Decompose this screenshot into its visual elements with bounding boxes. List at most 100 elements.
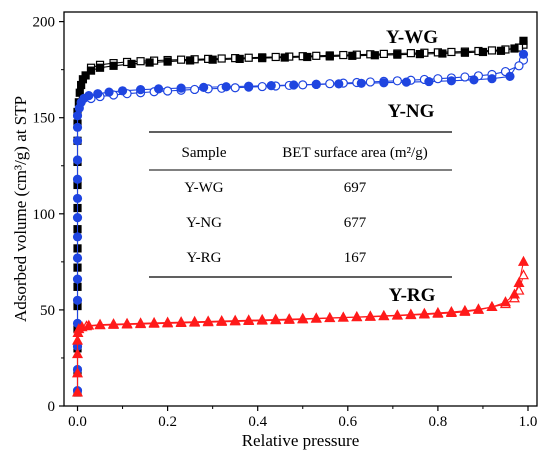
y-ng-adsorption-point: [176, 83, 186, 93]
y-rg-adsorption-point: [162, 316, 174, 327]
y-wg-desorption-point: [177, 55, 186, 64]
y-wg-adsorption-point: [235, 54, 244, 63]
y-ng-adsorption-point: [72, 295, 83, 305]
y-rg-adsorption-point: [405, 309, 417, 320]
x-axis-label: Relative pressure: [242, 431, 360, 450]
y-rg-adsorption-point: [297, 312, 309, 323]
plot-area-frame: [63, 11, 538, 407]
y-rg-adsorption-point: [72, 334, 84, 345]
y-ng-desorption-point: [190, 84, 200, 95]
y-rg-adsorption-point: [508, 288, 520, 299]
y-rg-adsorption-point: [121, 317, 133, 328]
table-cell-bet: 677: [344, 215, 367, 231]
y-tick-label: 50: [40, 303, 55, 319]
y-rg-label: Y-RG: [389, 285, 436, 306]
y-rg-adsorption-point: [445, 306, 457, 317]
y-wg-desorption-point: [406, 49, 415, 58]
x-tick-label: 0.0: [68, 414, 87, 430]
y-wg-desorption-point: [244, 53, 253, 62]
y-ng-adsorption-point: [401, 77, 411, 87]
y-rg-adsorption-point: [391, 309, 403, 320]
y-wg-adsorption-point: [109, 61, 118, 70]
y-wg-adsorption-point: [86, 66, 96, 75]
y-rg-desorption-point: [517, 269, 529, 280]
y-wg-adsorption-point: [519, 36, 528, 45]
y-ng-adsorption-line: [76, 53, 524, 391]
y-rg-adsorption-point: [499, 296, 511, 307]
y-ng-adsorption-point: [289, 80, 299, 90]
y-rg-adsorption-point: [135, 317, 147, 328]
y-ng-adsorption-point: [469, 75, 479, 85]
y-wg-adsorption-point: [510, 44, 519, 53]
y-tick-label: 200: [33, 15, 56, 31]
y-wg-adsorption-point: [348, 51, 357, 60]
y-rg-adsorption-point: [189, 315, 201, 326]
x-tick-label: 0.4: [248, 414, 267, 430]
y-rg-adsorption-point: [202, 315, 214, 326]
y-ng-adsorption-point: [356, 78, 366, 88]
y-wg-desorption-point: [339, 50, 348, 60]
y-ng-adsorption-point: [334, 79, 344, 89]
y-ng-adsorption-point: [72, 174, 83, 184]
table-cell-sample: Y-RG: [186, 250, 221, 266]
y-ng-adsorption-point: [266, 81, 276, 91]
y-ng-desorption-point: [230, 83, 240, 93]
y-rg-adsorption-point: [364, 310, 376, 321]
y-rg-adsorption-point: [94, 318, 106, 329]
y-rg-adsorption-point: [283, 313, 295, 324]
y-rg-adsorption-point: [418, 308, 430, 319]
y-ng-adsorption-point: [84, 91, 94, 101]
y-wg-adsorption-point: [280, 53, 289, 62]
y-rg-adsorption-point: [148, 316, 160, 327]
y-rg-adsorption-point: [486, 300, 498, 312]
y-rg-adsorption-point: [378, 310, 390, 321]
x-tick-label: 1.0: [519, 414, 538, 430]
y-ng-adsorption-point: [311, 79, 321, 90]
table-cell-bet: 167: [344, 250, 367, 266]
y-rg-adsorption-point: [270, 313, 282, 324]
y-tick-label: 150: [33, 111, 56, 127]
y-ng-adsorption-point: [505, 71, 515, 81]
y-rg-adsorption-point: [517, 255, 529, 266]
y-ng-adsorption-point: [72, 193, 83, 204]
y-wg-desorption-point: [487, 46, 497, 55]
y-rg-adsorption-point: [83, 319, 95, 330]
y-wg-adsorption-point: [75, 88, 84, 97]
y-rg-adsorption-point: [108, 318, 120, 329]
y-ng-desorption-point: [392, 76, 402, 86]
y-wg-adsorption-point: [393, 50, 402, 59]
y-wg-adsorption-point: [81, 71, 90, 80]
y-tick-label: 0: [48, 399, 56, 415]
y-ng-desorption-point: [163, 86, 173, 96]
x-tick-label: 0.6: [338, 414, 357, 430]
y-wg-adsorption-point: [496, 46, 506, 55]
y-wg-adsorption-point: [438, 49, 447, 58]
y-ng-adsorption-point: [104, 87, 114, 97]
y-rg-adsorption-point: [175, 316, 187, 327]
y-ng-adsorption-point: [518, 49, 529, 59]
y-rg-adsorption-point: [243, 314, 255, 325]
y-rg-adsorption-point: [513, 276, 525, 287]
y-ng-desorption-point: [298, 80, 308, 90]
y-axis-label: Adsorbed volume (cm³/g) at STP: [11, 96, 30, 322]
y-ng-label: Y-NG: [388, 101, 435, 122]
y-rg-adsorption-point: [324, 311, 336, 322]
y-rg-adsorption-point: [459, 305, 471, 316]
y-ng-desorption-point: [433, 74, 443, 84]
y-rg-adsorption-point: [432, 307, 444, 318]
table-cell-sample: Y-NG: [186, 215, 222, 231]
y-rg-adsorption-point: [216, 315, 228, 326]
table-header-sample: Sample: [182, 145, 227, 161]
y-wg-desorption-point: [271, 52, 280, 62]
x-tick-label: 0.8: [429, 414, 448, 430]
y-ng-adsorption-point: [135, 85, 146, 95]
y-wg-adsorption-point: [258, 54, 267, 63]
y-wg-adsorption-point: [127, 59, 136, 68]
y-wg-adsorption-point: [460, 48, 470, 57]
y-wg-adsorption-point: [95, 63, 105, 72]
table-header-bet: BET surface area (m²/g): [282, 145, 427, 161]
y-rg-adsorption-point: [256, 313, 268, 324]
y-wg-adsorption-point: [303, 52, 312, 62]
y-rg-adsorption-point: [229, 314, 241, 325]
